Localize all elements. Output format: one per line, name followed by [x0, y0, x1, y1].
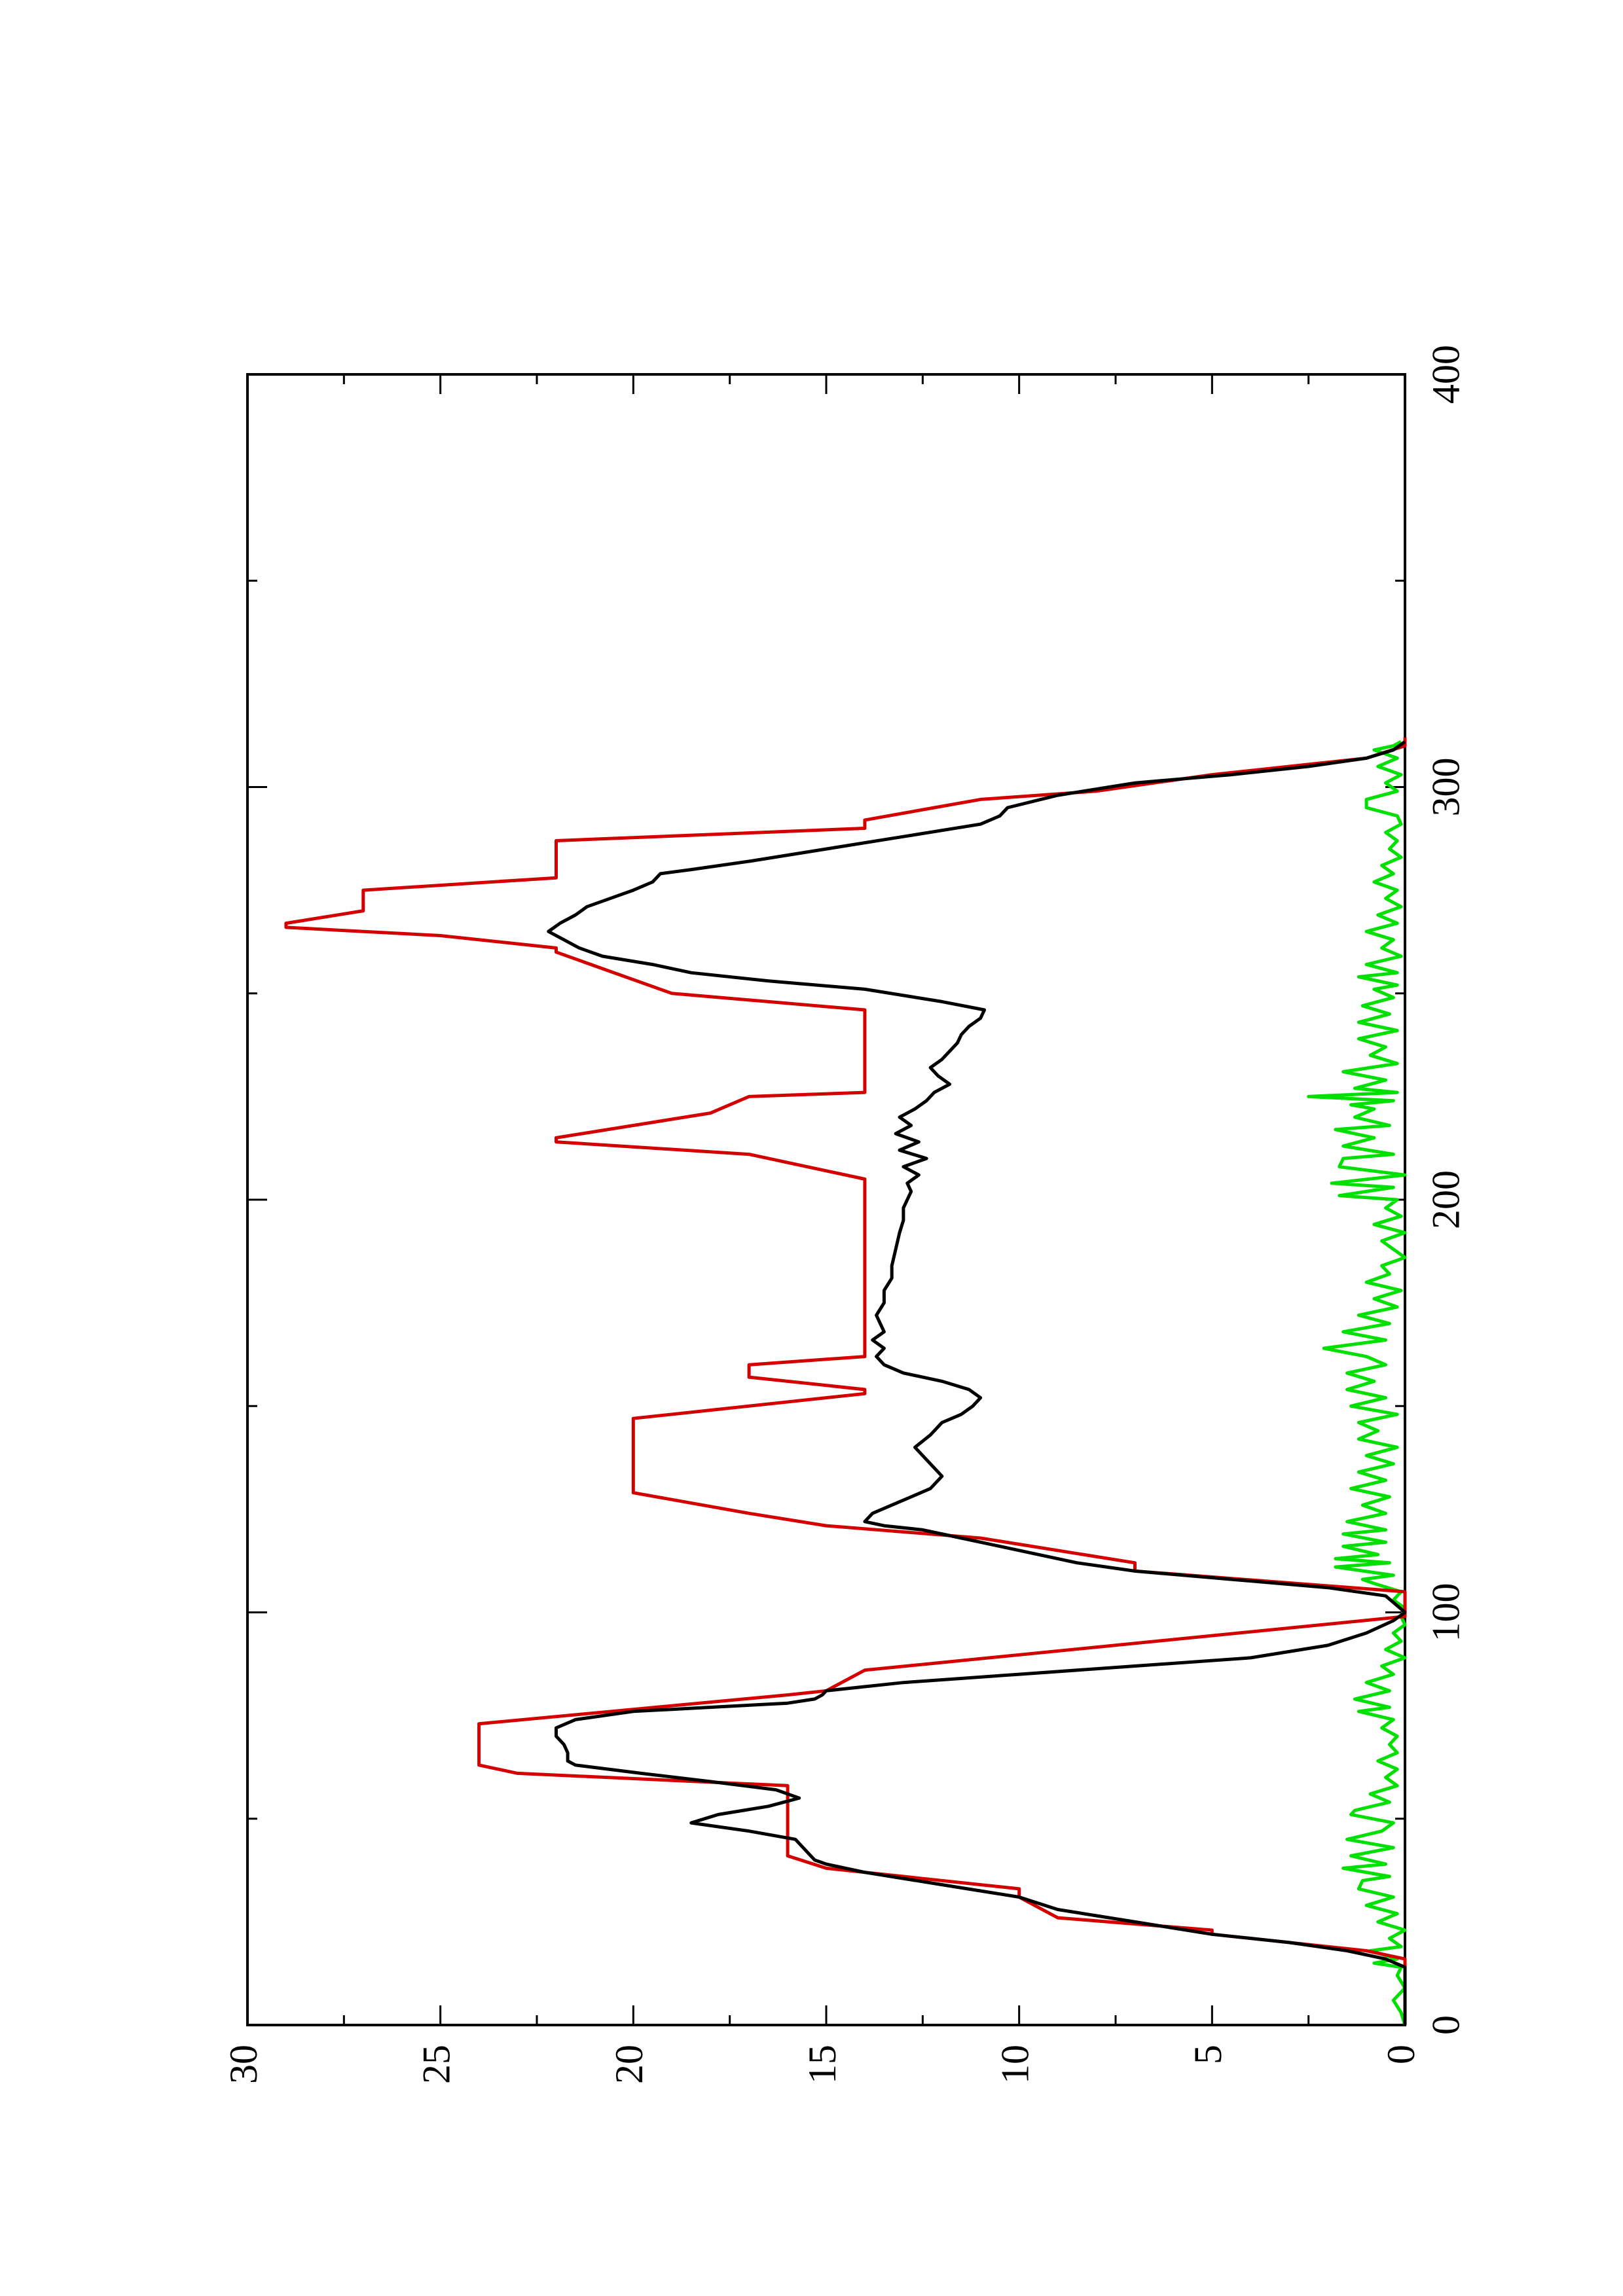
x-tick-label: 0: [1424, 2015, 1467, 2035]
y-tick-label: 10: [993, 2045, 1036, 2084]
series-layer: [284, 737, 1407, 2026]
x-tick-label: 200: [1424, 1170, 1467, 1229]
plot-frame: [246, 373, 1406, 2026]
axis-ticks: [246, 373, 1406, 2026]
y-tick-label: 25: [414, 2045, 458, 2084]
x-tick-label: 100: [1424, 1583, 1467, 1642]
y-tick-label: 5: [1186, 2045, 1230, 2064]
x-tick-label: 400: [1424, 345, 1467, 404]
series-line: [547, 740, 1407, 2025]
series-line: [1307, 740, 1407, 2026]
y-tick-label: 30: [222, 2045, 265, 2084]
x-tick-label: 300: [1424, 758, 1467, 817]
y-tick-label: 0: [1379, 2045, 1423, 2064]
y-tick-label: 20: [608, 2045, 651, 2084]
series-line: [284, 737, 1407, 2025]
tick-labels: 0 100 200 300 400 0 5 10 15 20 25 30: [222, 345, 1468, 2084]
y-tick-label: 15: [801, 2045, 844, 2084]
